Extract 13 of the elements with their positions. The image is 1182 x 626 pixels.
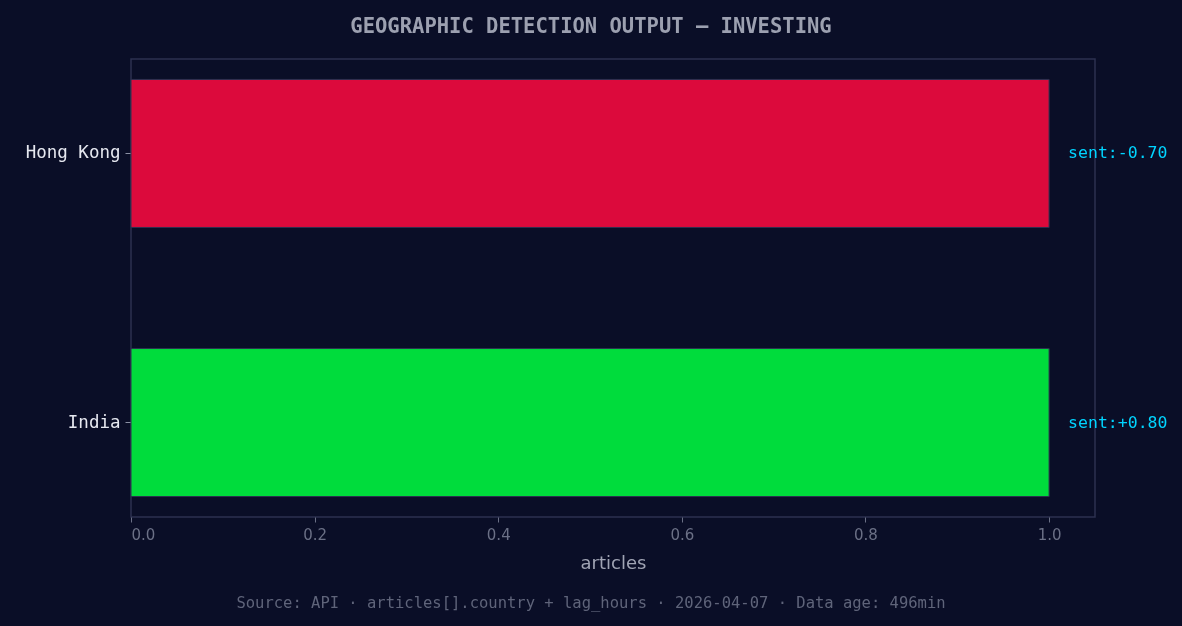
x-tick-label: 0.4 [486,525,511,544]
x-tick-label: 0.0 [131,525,156,544]
y-tick-label: Hong Kong [25,142,121,163]
x-tick-label: 1.0 [1037,525,1062,544]
chart-title: GEOGRAPHIC DETECTION OUTPUT — INVESTING [350,13,832,38]
source-note: Source: API · articles[].country + lag_hours · 2026-04-07 · Data age: 496min [236,594,946,612]
x-tick-label: 0.6 [670,525,695,544]
x-axis-title: articles [580,551,647,573]
x-tick-label: 0.8 [854,525,878,544]
y-tick-label: India [67,411,121,432]
annotation: sent:-0.70 [1068,143,1168,163]
annotation: sent:+0.80 [1068,412,1168,432]
x-tick-label: 0.2 [303,525,328,544]
